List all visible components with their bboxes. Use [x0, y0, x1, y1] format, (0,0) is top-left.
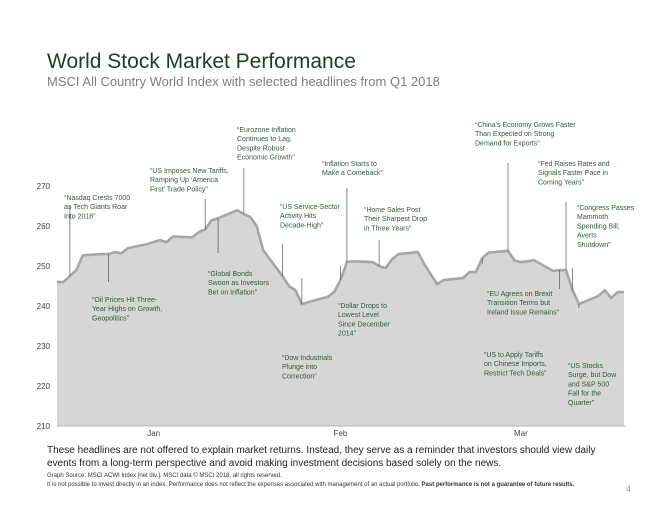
past-performance-note: Past performance is not a guarantee of f…: [421, 482, 575, 488]
annotation-label: “China’s Economy Grows Faster Than Expect…: [475, 122, 576, 147]
x-tick-label: Mar: [514, 429, 528, 438]
y-tick-label: 250: [37, 262, 51, 271]
annotation-label: “Oil Prices Hit Three-Year Highs on Grow…: [92, 297, 162, 322]
y-tick-label: 260: [37, 222, 51, 231]
annotation-label: “Global Bonds Swoon as Investors Bet on In…: [208, 271, 270, 296]
annotation-label: “Dollar Drops to Lowest Level Since Decemb…: [338, 303, 390, 338]
performance-note-text: It is not possible to invest directly in…: [47, 482, 420, 488]
x-tick-label: Jan: [147, 429, 160, 438]
y-tick-label: 220: [37, 382, 51, 391]
annotation-label: “US Service-Sector Activity Hits Decade-Hi…: [280, 204, 341, 229]
chart-title: World Stock Market Performance: [47, 50, 356, 73]
annotation-label: “EU Agrees on Brexit Transition Terms but…: [487, 291, 560, 316]
chart-area: 210 220 230 240 250 260 270 Jan Feb Mar “Nasdaq Cr…: [37, 122, 635, 438]
y-tick-label: 270: [37, 182, 51, 191]
footnotes: Graph Source: MSCI ACWI Index [net div.]…: [47, 472, 607, 490]
annotation-label: “US to Apply Tariffs on Chinese Imports, R…: [484, 352, 547, 377]
performance-note: It is not possible to invest directly in…: [47, 481, 607, 490]
annotation-label: “US Stocks Surge, but Dow and S&P 500 Fall …: [568, 363, 617, 407]
annotation-label: “Home Sales Post Their Sharpest Drop in Th…: [364, 207, 427, 232]
annotation-label: “Congress Passes Mammoth Spending Bill, Ave…: [577, 205, 635, 249]
y-tick-label: 240: [37, 302, 51, 311]
index-area: [57, 210, 624, 426]
annotation-label: “Fed Raises Rates and Signals Faster Pace…: [538, 161, 610, 186]
x-tick-label: Feb: [334, 429, 348, 438]
chart-subtitle: MSCI All Country World Index with select…: [47, 74, 440, 89]
annotation-label: “Nasdaq Crests 7000 as Tech Giants Roar In…: [64, 195, 130, 220]
annotation-label: “Dow Industrials Plunge into Correction”: [282, 355, 333, 380]
graph-source-note: Graph Source: MSCI ACWI Index [net div.]…: [47, 473, 282, 479]
annotation-label: “Eurozone Inflation Continues to Lag, Desp…: [237, 127, 296, 162]
y-tick-label: 210: [37, 422, 51, 431]
annotation-label: “Inflation Starts to Make a Comeback”: [322, 161, 383, 177]
disclaimer-text: These headlines are not offered to expla…: [47, 445, 596, 469]
y-tick-label: 230: [37, 342, 51, 351]
annotation-label: “US Imposes New Tariffs, Ramping Up ‘Amer…: [150, 168, 229, 193]
page-number: 4: [626, 484, 632, 494]
